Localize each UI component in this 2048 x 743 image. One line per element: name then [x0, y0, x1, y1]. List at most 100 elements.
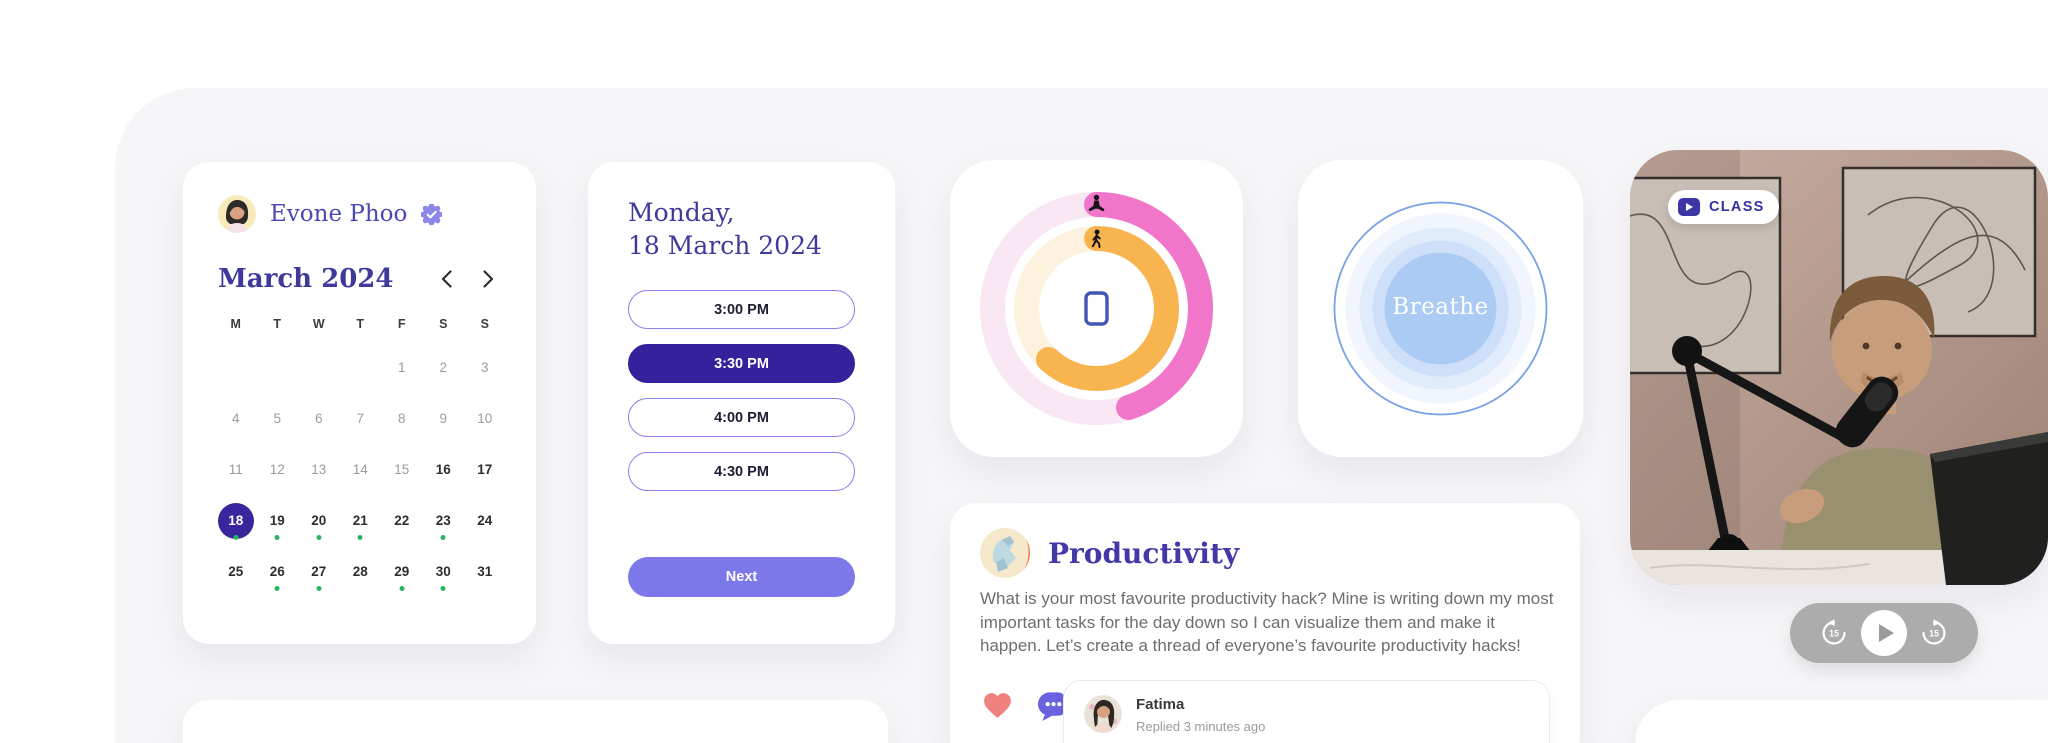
schedule-title-line1: Monday,	[628, 198, 735, 227]
svg-text:15: 15	[1929, 629, 1939, 639]
calendar-day[interactable]: 11	[228, 462, 243, 477]
play-icon	[1878, 624, 1894, 642]
schedule-card: Monday, 18 March 2024 3:00 PM 3:30 PM 4:00…	[588, 162, 895, 644]
weekday-label: S	[439, 317, 448, 331]
class-badge-play-icon	[1678, 198, 1700, 216]
calendar-day[interactable]: 17	[477, 462, 493, 477]
profile-row: Evone Phoo	[218, 195, 443, 233]
class-badge: CLASS	[1668, 190, 1779, 224]
weekday-label: W	[312, 317, 325, 331]
calendar-day[interactable]: 7	[356, 411, 364, 426]
calendar-day[interactable]: 24	[477, 513, 493, 528]
next-button[interactable]: Next	[628, 557, 855, 597]
calendar-day[interactable]: 2	[439, 360, 447, 375]
play-button[interactable]	[1861, 610, 1907, 656]
calendar-day	[298, 342, 340, 393]
event-dot	[316, 535, 322, 540]
calendar-day[interactable]: 5	[273, 411, 281, 426]
productivity-mascot-icon	[980, 528, 1030, 578]
weekday-label: T	[273, 317, 282, 331]
productivity-header: Productivity	[980, 528, 1239, 578]
productivity-body-text: What is your most favourite productivity…	[980, 589, 1554, 655]
profile-avatar-image	[218, 195, 256, 233]
calendar-day[interactable]: 20	[298, 495, 340, 546]
meditation-icon	[1088, 194, 1105, 212]
time-slot-pill[interactable]: 3:00 PM	[628, 290, 855, 329]
comment-author: Fatima	[1136, 696, 1185, 713]
reaction-row	[982, 691, 1070, 722]
calendar-day	[340, 342, 382, 393]
calendar-day[interactable]: 31	[477, 564, 493, 579]
comment-bubble-icon[interactable]	[1037, 691, 1070, 722]
forward-15-icon: 15	[1922, 619, 1946, 645]
verified-badge-icon	[421, 203, 443, 225]
breathe-label: Breathe	[1392, 294, 1489, 320]
calendar-day[interactable]: 23	[423, 495, 465, 546]
breathe-card[interactable]: Breathe	[1298, 160, 1583, 457]
calendar-day[interactable]: 4	[231, 411, 240, 426]
prev-month-button[interactable]	[433, 266, 459, 292]
time-slot-pill[interactable]: 4:30 PM	[628, 452, 855, 491]
rewind-15-button[interactable]: 15	[1820, 619, 1848, 647]
profile-avatar	[218, 195, 256, 233]
month-row: March 2024	[218, 264, 501, 294]
event-dot	[357, 535, 363, 540]
rewind-15-icon: 15	[1822, 619, 1846, 645]
event-dot	[399, 586, 405, 591]
calendar-day[interactable]: 29	[381, 546, 423, 597]
calendar-day	[215, 342, 257, 393]
calendar-day[interactable]: 1	[397, 360, 406, 375]
calendar-day[interactable]: 14	[352, 462, 368, 477]
weekday-label: M	[230, 317, 241, 331]
calendar-day[interactable]: 19	[257, 495, 299, 546]
calendar-day[interactable]: 10	[477, 411, 493, 426]
calendar-card: Evone Phoo March 2024	[183, 162, 536, 644]
calendar-day[interactable]: 28	[352, 564, 368, 579]
partial-card-bottom-left	[183, 700, 888, 743]
calendar-day[interactable]: 9	[439, 411, 447, 426]
event-dot	[316, 586, 322, 591]
time-slot-pill[interactable]: 4:00 PM	[628, 398, 855, 437]
video-controls-bar: 15 15	[1790, 603, 1978, 663]
comment-meta: Replied 3 minutes ago	[1136, 719, 1266, 734]
calendar-grid: 1 2 3 4 5 6 7 8 9 10 11 12 13 14 15 16 17 18 19 20 21 22 23 24 2…	[215, 342, 506, 597]
weekday-label: T	[356, 317, 365, 331]
comment-card[interactable]: Fatima Replied 3 minutes ago	[1063, 680, 1550, 743]
calendar-day[interactable]: 30	[423, 546, 465, 597]
calendar-day[interactable]: 18	[215, 495, 257, 546]
schedule-title-line2: 18 March 2024	[628, 231, 822, 260]
activity-rings-chart	[980, 192, 1213, 425]
calendar-day[interactable]: 26	[257, 546, 299, 597]
calendar-day[interactable]: 6	[314, 411, 323, 426]
schedule-date-title: Monday, 18 March 2024	[628, 196, 822, 262]
calendar-day[interactable]: 15	[394, 462, 410, 477]
calendar-day[interactable]: 22	[394, 513, 410, 528]
calendar-day[interactable]: 25	[228, 564, 244, 579]
profile-name: Evone Phoo	[270, 201, 408, 227]
event-dot	[440, 535, 446, 540]
calendar-day[interactable]: 3	[480, 360, 489, 375]
productivity-card: Productivity What is your most favourite…	[950, 503, 1580, 743]
time-slot-pill[interactable]: 3:30 PM	[628, 344, 855, 383]
event-dot	[233, 535, 239, 540]
calendar-day[interactable]: 16	[435, 462, 451, 477]
calendar-day[interactable]: 13	[311, 462, 327, 477]
calendar-day[interactable]: 12	[269, 462, 285, 477]
class-video-card[interactable]: CLASS	[1630, 150, 2048, 585]
calendar-day[interactable]: 27	[298, 546, 340, 597]
weekday-label: S	[480, 317, 489, 331]
svg-text:15: 15	[1829, 629, 1839, 639]
next-month-button[interactable]	[475, 266, 501, 292]
month-title: March 2024	[218, 264, 394, 294]
calendar-day[interactable]: 21	[340, 495, 382, 546]
activity-rings-card[interactable]	[950, 160, 1243, 457]
event-dot	[274, 586, 280, 591]
calendar-day[interactable]: 8	[397, 411, 406, 426]
heart-icon[interactable]	[982, 691, 1013, 719]
productivity-title: Productivity	[1048, 536, 1240, 570]
breathe-circles	[1333, 201, 1548, 416]
time-slot-list: 3:00 PM 3:30 PM 4:00 PM 4:30 PM	[628, 290, 855, 506]
forward-15-button[interactable]: 15	[1920, 619, 1948, 647]
